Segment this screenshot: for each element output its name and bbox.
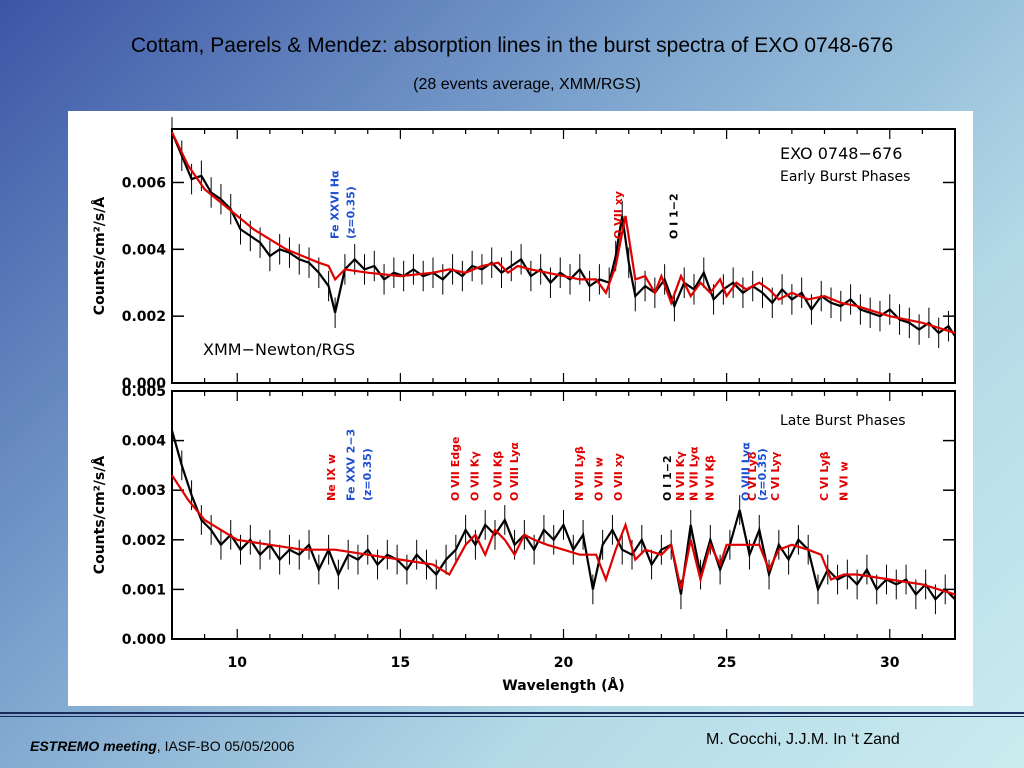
- line-annotation-1: N VII Kγ: [674, 451, 687, 501]
- line-annotation-1: O VII w: [593, 457, 606, 501]
- model-line-0: [171, 131, 956, 334]
- line-annotation-1: O VIII Lyα: [739, 442, 752, 501]
- y-tick-label-1: 0.002: [122, 533, 166, 549]
- line-annotation-1: Ne IX w: [325, 454, 338, 501]
- footer-divider: [0, 712, 1024, 714]
- footer-authors: M. Cocchi, J.J.M. In ‘t Zand: [706, 731, 900, 748]
- line-annotation-0: (z=0.35): [345, 186, 358, 239]
- y-tick-label-0: 0.004: [122, 242, 167, 258]
- chart-panel: 0.000 0.002 0.004 0.006 Counts/cm²/s/Å Fe XXV…: [68, 111, 973, 706]
- x-tick-label: 30: [880, 655, 900, 671]
- footer-meeting: ESTREMO meeting, IASF-BO 05/05/2006: [30, 738, 295, 754]
- y-tick-label-0: 0.006: [122, 175, 166, 191]
- y-axis-label-1: Counts/cm²/s/Å: [91, 456, 108, 575]
- footer-meeting-details: , IASF-BO 05/05/2006: [156, 738, 295, 754]
- y-tick-label-1: 0.005: [122, 384, 166, 400]
- x-tick-label: 20: [554, 655, 574, 671]
- footer-divider-thin: [0, 716, 1024, 717]
- y-tick-label-0: 0.000: [122, 376, 167, 392]
- slide-subtitle: (28 events average, XMM/RGS): [413, 76, 641, 93]
- line-annotation-1: O VII Edge: [449, 437, 462, 501]
- line-annotation-1: (z=0.35): [756, 448, 769, 501]
- y-tick-label-1: 0.000: [122, 632, 167, 648]
- x-tick-label: 25: [717, 655, 736, 671]
- instrument-label: XMM−Newton/RGS: [203, 340, 355, 359]
- y-tick-label-1: 0.001: [122, 582, 166, 598]
- y-tick-label-1: 0.003: [122, 483, 166, 499]
- line-annotation-0: O VII xy: [612, 191, 625, 239]
- line-annotation-1: N VII Lyβ: [573, 446, 586, 501]
- line-annotation-1: C VI Lyβ: [818, 451, 831, 501]
- line-annotation-1: N VI w: [837, 461, 850, 501]
- line-annotation-0: Fe XXVI Hα: [328, 170, 341, 239]
- y-tick-label-0: 0.002: [122, 309, 166, 325]
- data-line-1: [170, 430, 956, 602]
- phase-label-1: Late Burst Phases: [780, 413, 906, 429]
- line-annotation-1: O VII xy: [612, 453, 625, 501]
- slide-title: Cottam, Paerels & Mendez: absorption lin…: [130, 34, 894, 57]
- line-annotation-1: (z=0.35): [361, 448, 374, 501]
- line-annotation-1: N VII Lyα: [687, 446, 700, 501]
- line-annotation-0: O I 1−2: [668, 193, 681, 239]
- data-line-0: [170, 131, 956, 337]
- y-axis-label-0: Counts/cm²/s/Å: [91, 197, 108, 316]
- spectra-chart: 0.000 0.002 0.004 0.006 Counts/cm²/s/Å Fe XXV…: [91, 117, 956, 694]
- line-annotation-1: N VI Kβ: [704, 455, 717, 501]
- line-annotation-1: O VIII Lyα: [508, 442, 521, 501]
- x-axis-label: Wavelength (Å): [502, 677, 624, 694]
- line-annotation-1: O I 1−2: [661, 455, 674, 501]
- chart-title-0: EXO 0748−676: [780, 144, 902, 163]
- footer-meeting-name: ESTREMO meeting: [30, 738, 157, 754]
- model-line-1: [171, 474, 956, 596]
- line-annotation-1: C VI Lyδ: [746, 451, 759, 501]
- phase-label-0: Early Burst Phases: [780, 169, 910, 185]
- x-tick-label: 15: [391, 655, 410, 671]
- x-tick-label: 10: [228, 655, 248, 671]
- line-annotation-1: Fe XXV 2−3: [345, 429, 358, 501]
- line-annotation-1: O VII Kβ: [492, 451, 505, 501]
- y-tick-label-1: 0.004: [122, 434, 167, 450]
- line-annotation-1: O VII Kγ: [469, 451, 482, 501]
- line-annotation-1: C VI Lyγ: [769, 451, 782, 501]
